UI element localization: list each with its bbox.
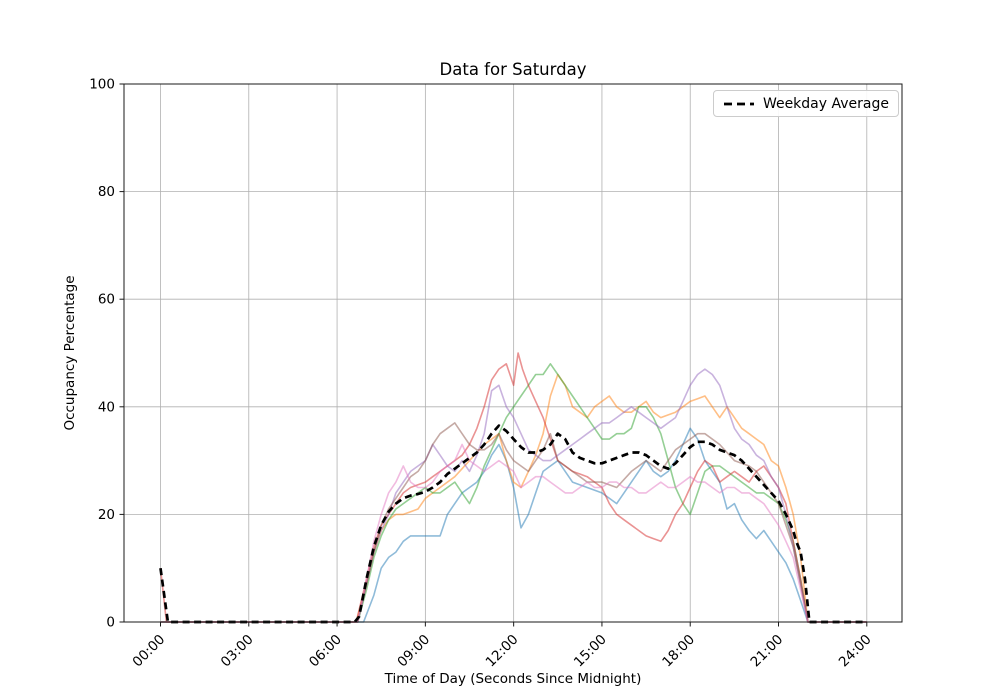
y-tick-label-0: 0 bbox=[106, 615, 115, 631]
x-tick-label-21:00: 21:00 bbox=[748, 632, 787, 671]
x-axis-label: Time of Day (Seconds Since Midnight) bbox=[384, 671, 642, 687]
series-line-series-3 bbox=[160, 363, 867, 623]
y-tick-label-20: 20 bbox=[98, 507, 115, 523]
x-tick-label-06:00: 06:00 bbox=[306, 632, 345, 671]
series-line-series-7 bbox=[160, 443, 867, 623]
x-tick-label-12:00: 12:00 bbox=[483, 632, 522, 671]
x-tick-label-09:00: 09:00 bbox=[394, 632, 433, 671]
x-tick-label-18:00: 18:00 bbox=[659, 632, 698, 671]
series-line-series-2 bbox=[160, 373, 867, 623]
x-tick-label-03:00: 03:00 bbox=[218, 632, 257, 671]
x-tick-label-24:00: 24:00 bbox=[836, 632, 875, 671]
y-axis-label: Occupancy Percentage bbox=[62, 275, 78, 431]
series-line-series-6 bbox=[160, 422, 867, 623]
series-line-series-4 bbox=[159, 352, 867, 623]
y-tick-label-40: 40 bbox=[98, 399, 115, 415]
x-tick-label-15:00: 15:00 bbox=[571, 632, 610, 671]
legend-dash-icon bbox=[724, 102, 754, 105]
y-tick-label-80: 80 bbox=[98, 184, 115, 200]
legend: Weekday Average bbox=[713, 90, 899, 117]
legend-label: Weekday Average bbox=[762, 95, 889, 112]
y-tick-label-60: 60 bbox=[98, 292, 115, 308]
chart-title: Data for Saturday bbox=[439, 60, 587, 79]
x-tick-label-00:00: 00:00 bbox=[130, 632, 169, 671]
weekday-average-line bbox=[159, 424, 867, 624]
axes-spines bbox=[123, 83, 903, 623]
y-tick-label-100: 100 bbox=[89, 77, 115, 93]
series-line-series-1 bbox=[160, 427, 867, 623]
